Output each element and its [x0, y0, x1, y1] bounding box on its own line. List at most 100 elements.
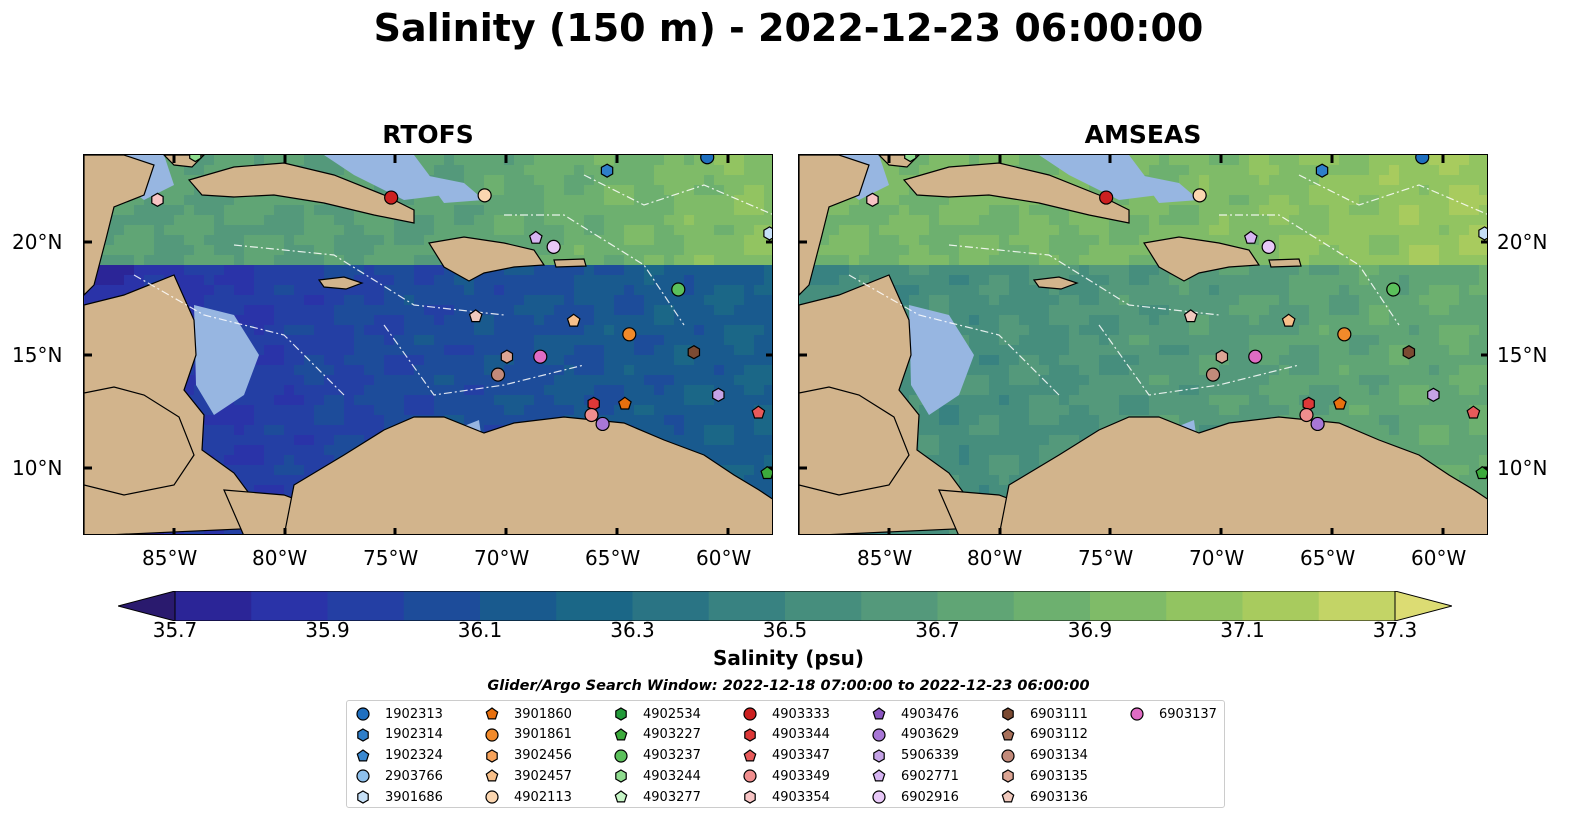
salinity-cell: [1089, 355, 1100, 366]
salinity-cell: [474, 205, 485, 216]
salinity-cell: [1449, 445, 1460, 456]
salinity-cell: [1289, 155, 1300, 166]
salinity-cell: [334, 225, 345, 236]
salinity-cell: [304, 455, 315, 466]
salinity-cell: [1159, 375, 1170, 386]
salinity-cell: [264, 245, 275, 256]
salinity-cell: [764, 335, 772, 346]
salinity-cell: [1229, 155, 1240, 166]
boundary-line: [583, 174, 772, 215]
salinity-cell: [614, 265, 625, 276]
salinity-cell: [504, 415, 515, 426]
salinity-cell: [1249, 305, 1260, 316]
salinity-cell: [1039, 335, 1050, 346]
salinity-cell: [1459, 185, 1470, 196]
salinity-cell: [474, 405, 485, 416]
salinity-cell: [654, 405, 665, 416]
salinity-cell: [1369, 165, 1380, 176]
salinity-cell: [494, 355, 505, 366]
salinity-cell: [604, 365, 615, 376]
salinity-cell: [154, 275, 165, 286]
salinity-cell: [1169, 405, 1180, 416]
salinity-cell: [1379, 395, 1390, 406]
salinity-cell: [1389, 155, 1400, 166]
salinity-cell: [514, 285, 525, 296]
salinity-cell: [1339, 385, 1350, 396]
salinity-cell: [674, 215, 685, 226]
salinity-cell: [644, 285, 655, 296]
salinity-cell: [434, 375, 445, 386]
salinity-cell: [764, 235, 772, 246]
salinity-cell: [464, 305, 475, 316]
salinity-cell: [234, 195, 245, 206]
salinity-cell: [1309, 345, 1320, 356]
salinity-cell: [1139, 295, 1150, 306]
salinity-cell: [1309, 295, 1320, 306]
salinity-cell: [1239, 305, 1250, 316]
float-marker-6902771: [528, 230, 543, 244]
salinity-cell: [744, 385, 755, 396]
salinity-cell: [274, 475, 285, 486]
salinity-cell: [1299, 275, 1310, 286]
salinity-cell: [1269, 225, 1280, 236]
panel-title-amseas: AMSEAS: [1084, 120, 1202, 149]
salinity-cell: [1249, 225, 1260, 236]
salinity-cell: [1089, 285, 1100, 296]
salinity-cell: [304, 405, 315, 416]
salinity-cell: [504, 405, 515, 416]
salinity-cell: [334, 375, 345, 386]
salinity-cell: [869, 255, 880, 266]
salinity-cell: [1169, 325, 1180, 336]
salinity-cell: [374, 285, 385, 296]
salinity-cell: [1239, 355, 1250, 366]
salinity-cell: [849, 195, 860, 206]
salinity-cell: [474, 295, 485, 306]
salinity-cell: [1219, 235, 1230, 246]
salinity-cell: [504, 235, 515, 246]
salinity-cell: [1039, 445, 1050, 456]
salinity-cell: [464, 175, 475, 186]
salinity-cell: [1109, 245, 1120, 256]
salinity-cell: [634, 385, 645, 396]
salinity-cell: [1329, 185, 1340, 196]
salinity-cell: [674, 315, 685, 326]
salinity-cell: [929, 275, 940, 286]
salinity-cell: [544, 265, 555, 276]
salinity-cell: [1409, 395, 1420, 406]
salinity-cell: [164, 205, 175, 216]
salinity-cell: [454, 415, 465, 426]
salinity-cell: [1069, 425, 1080, 436]
salinity-cell: [1349, 405, 1360, 416]
salinity-cell: [284, 445, 295, 456]
shelf-bahamas-2: [424, 175, 484, 203]
salinity-cell: [1069, 215, 1080, 226]
salinity-cell: [684, 305, 695, 316]
salinity-cell: [1039, 405, 1050, 416]
salinity-cell: [1329, 215, 1340, 226]
salinity-cell: [504, 195, 515, 206]
salinity-cell: [574, 405, 585, 416]
salinity-cell: [979, 155, 990, 166]
salinity-cell: [1039, 395, 1050, 406]
salinity-cell: [1469, 415, 1480, 426]
salinity-cell: [969, 285, 980, 296]
salinity-cell: [989, 415, 1000, 426]
salinity-cell: [364, 385, 375, 396]
salinity-cell: [274, 415, 285, 426]
salinity-cell: [754, 155, 765, 166]
salinity-cell: [1439, 355, 1450, 366]
salinity-cell: [939, 225, 950, 236]
salinity-cell: [504, 285, 515, 296]
salinity-cell: [1159, 285, 1170, 296]
salinity-cell: [1469, 365, 1480, 376]
salinity-cell: [1389, 195, 1400, 206]
salinity-cell: [294, 455, 305, 466]
salinity-cell: [334, 445, 345, 456]
salinity-cell: [644, 265, 655, 276]
salinity-cell: [344, 345, 355, 356]
salinity-cell: [224, 415, 235, 426]
salinity-cell: [254, 275, 265, 286]
salinity-cell: [1319, 415, 1330, 426]
salinity-cell: [1449, 365, 1460, 376]
salinity-cell: [354, 435, 365, 446]
